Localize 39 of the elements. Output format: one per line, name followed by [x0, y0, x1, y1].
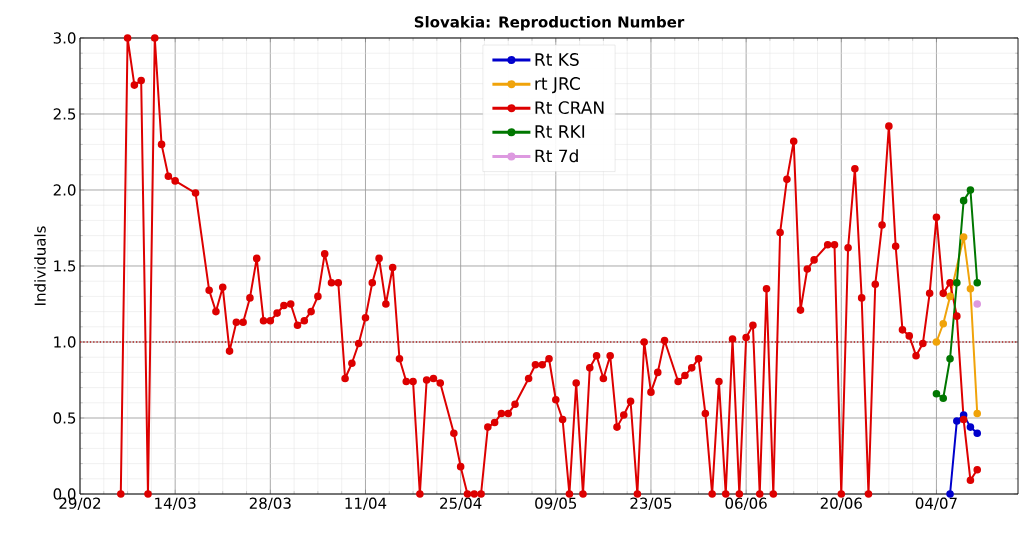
point	[973, 300, 982, 308]
legend-label: Rt KS	[535, 53, 579, 66]
x-tick-label: 28/03	[249, 497, 291, 511]
x-tick-label: 23/05	[630, 497, 672, 511]
x-tick-label: 14/03	[155, 497, 196, 511]
chart-title: Slovakia: Reproduction Number	[414, 15, 685, 31]
point	[953, 417, 961, 425]
point	[953, 278, 961, 287]
legend-label: rt JRC	[535, 77, 580, 94]
y-tick-label: 1.5	[54, 260, 76, 272]
x-tick-label: 11/04	[345, 497, 387, 511]
point	[973, 278, 982, 287]
legend-label: Rt 7d	[535, 149, 578, 163]
x-tick-label: 06/06	[725, 497, 767, 511]
point	[946, 354, 954, 363]
point	[966, 423, 975, 431]
point	[973, 429, 982, 437]
point	[973, 409, 982, 418]
point	[959, 233, 968, 241]
point	[966, 285, 975, 293]
x-tick-label: 25/04	[440, 497, 482, 511]
y-axis-title: Individuals	[34, 226, 46, 305]
legend-label: Rt RKI	[535, 125, 585, 138]
point	[932, 389, 941, 398]
y-tick-label: 2.0	[53, 184, 76, 196]
y-tick-label: 2.5	[53, 108, 76, 120]
x-tick-label: 09/05	[535, 497, 577, 511]
legend-label: Rt CRAN	[535, 101, 604, 115]
point	[939, 319, 948, 328]
y-tick-label: 0.5	[53, 412, 76, 424]
point	[959, 196, 968, 205]
y-tick-label: 3.0	[53, 32, 76, 44]
x-tick-label: 04/07	[915, 497, 957, 511]
y-tick-label: 1.0	[54, 336, 76, 348]
point	[939, 394, 948, 403]
point	[966, 186, 975, 194]
point	[932, 338, 941, 346]
point	[946, 292, 954, 301]
x-tick-label: 20/06	[820, 497, 862, 511]
